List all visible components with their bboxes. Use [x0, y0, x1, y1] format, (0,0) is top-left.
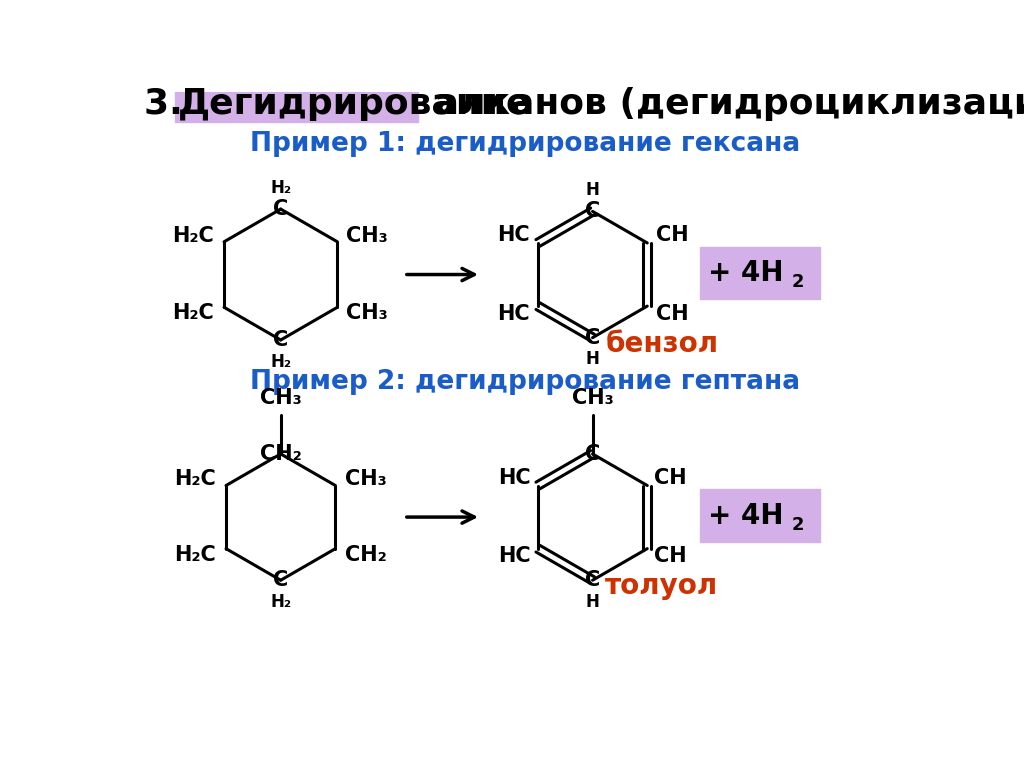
- Text: C: C: [273, 570, 289, 591]
- Text: H: H: [586, 593, 599, 611]
- Text: H: H: [586, 351, 599, 368]
- Bar: [175, 85, 418, 122]
- Text: 2: 2: [792, 273, 804, 291]
- Text: CH₃: CH₃: [571, 389, 613, 409]
- Text: HC: HC: [499, 546, 531, 566]
- Text: + 4H: + 4H: [708, 259, 783, 287]
- Text: C: C: [585, 328, 600, 347]
- Text: 3.: 3.: [144, 87, 196, 120]
- Text: CH₃: CH₃: [260, 389, 302, 409]
- Text: CH₃: CH₃: [346, 304, 387, 324]
- Bar: [700, 489, 819, 542]
- Text: C: C: [273, 199, 289, 219]
- Text: CH₂: CH₂: [345, 545, 387, 565]
- Text: H₂: H₂: [270, 593, 291, 611]
- Text: HC: HC: [497, 225, 529, 245]
- Text: H₂C: H₂C: [174, 545, 216, 565]
- Text: C: C: [273, 330, 289, 350]
- Text: H: H: [586, 181, 599, 199]
- Text: H₂C: H₂C: [172, 304, 214, 324]
- Bar: [700, 247, 819, 299]
- Text: Пример 2: дегидрирование гептана: Пример 2: дегидрирование гептана: [250, 370, 800, 395]
- Text: CH: CH: [655, 225, 688, 245]
- Text: CH₂: CH₂: [260, 444, 302, 464]
- Text: 2: 2: [792, 515, 804, 534]
- Text: толуол: толуол: [605, 572, 719, 601]
- Text: H₂C: H₂C: [172, 225, 214, 245]
- Text: HC: HC: [497, 304, 529, 324]
- Text: Пример 1: дегидрирование гексана: Пример 1: дегидрирование гексана: [250, 130, 800, 156]
- Text: HC: HC: [499, 468, 531, 488]
- Text: H₂C: H₂C: [174, 469, 216, 489]
- Text: C: C: [585, 570, 600, 591]
- Text: CH: CH: [654, 546, 687, 566]
- Text: + 4H: + 4H: [708, 502, 783, 529]
- Text: бензол: бензол: [605, 330, 719, 358]
- Text: C: C: [585, 202, 600, 222]
- Text: H₂: H₂: [270, 179, 291, 196]
- Text: алканов (дегидроциклизация): алканов (дегидроциклизация): [422, 87, 1024, 120]
- Text: Дегидрирование: Дегидрирование: [178, 87, 531, 120]
- Text: H₂: H₂: [270, 353, 291, 370]
- Text: CH: CH: [655, 304, 688, 324]
- Text: CH₃: CH₃: [345, 469, 387, 489]
- Text: CH: CH: [654, 468, 687, 488]
- Text: CH₃: CH₃: [346, 225, 387, 245]
- Text: C: C: [585, 444, 600, 464]
